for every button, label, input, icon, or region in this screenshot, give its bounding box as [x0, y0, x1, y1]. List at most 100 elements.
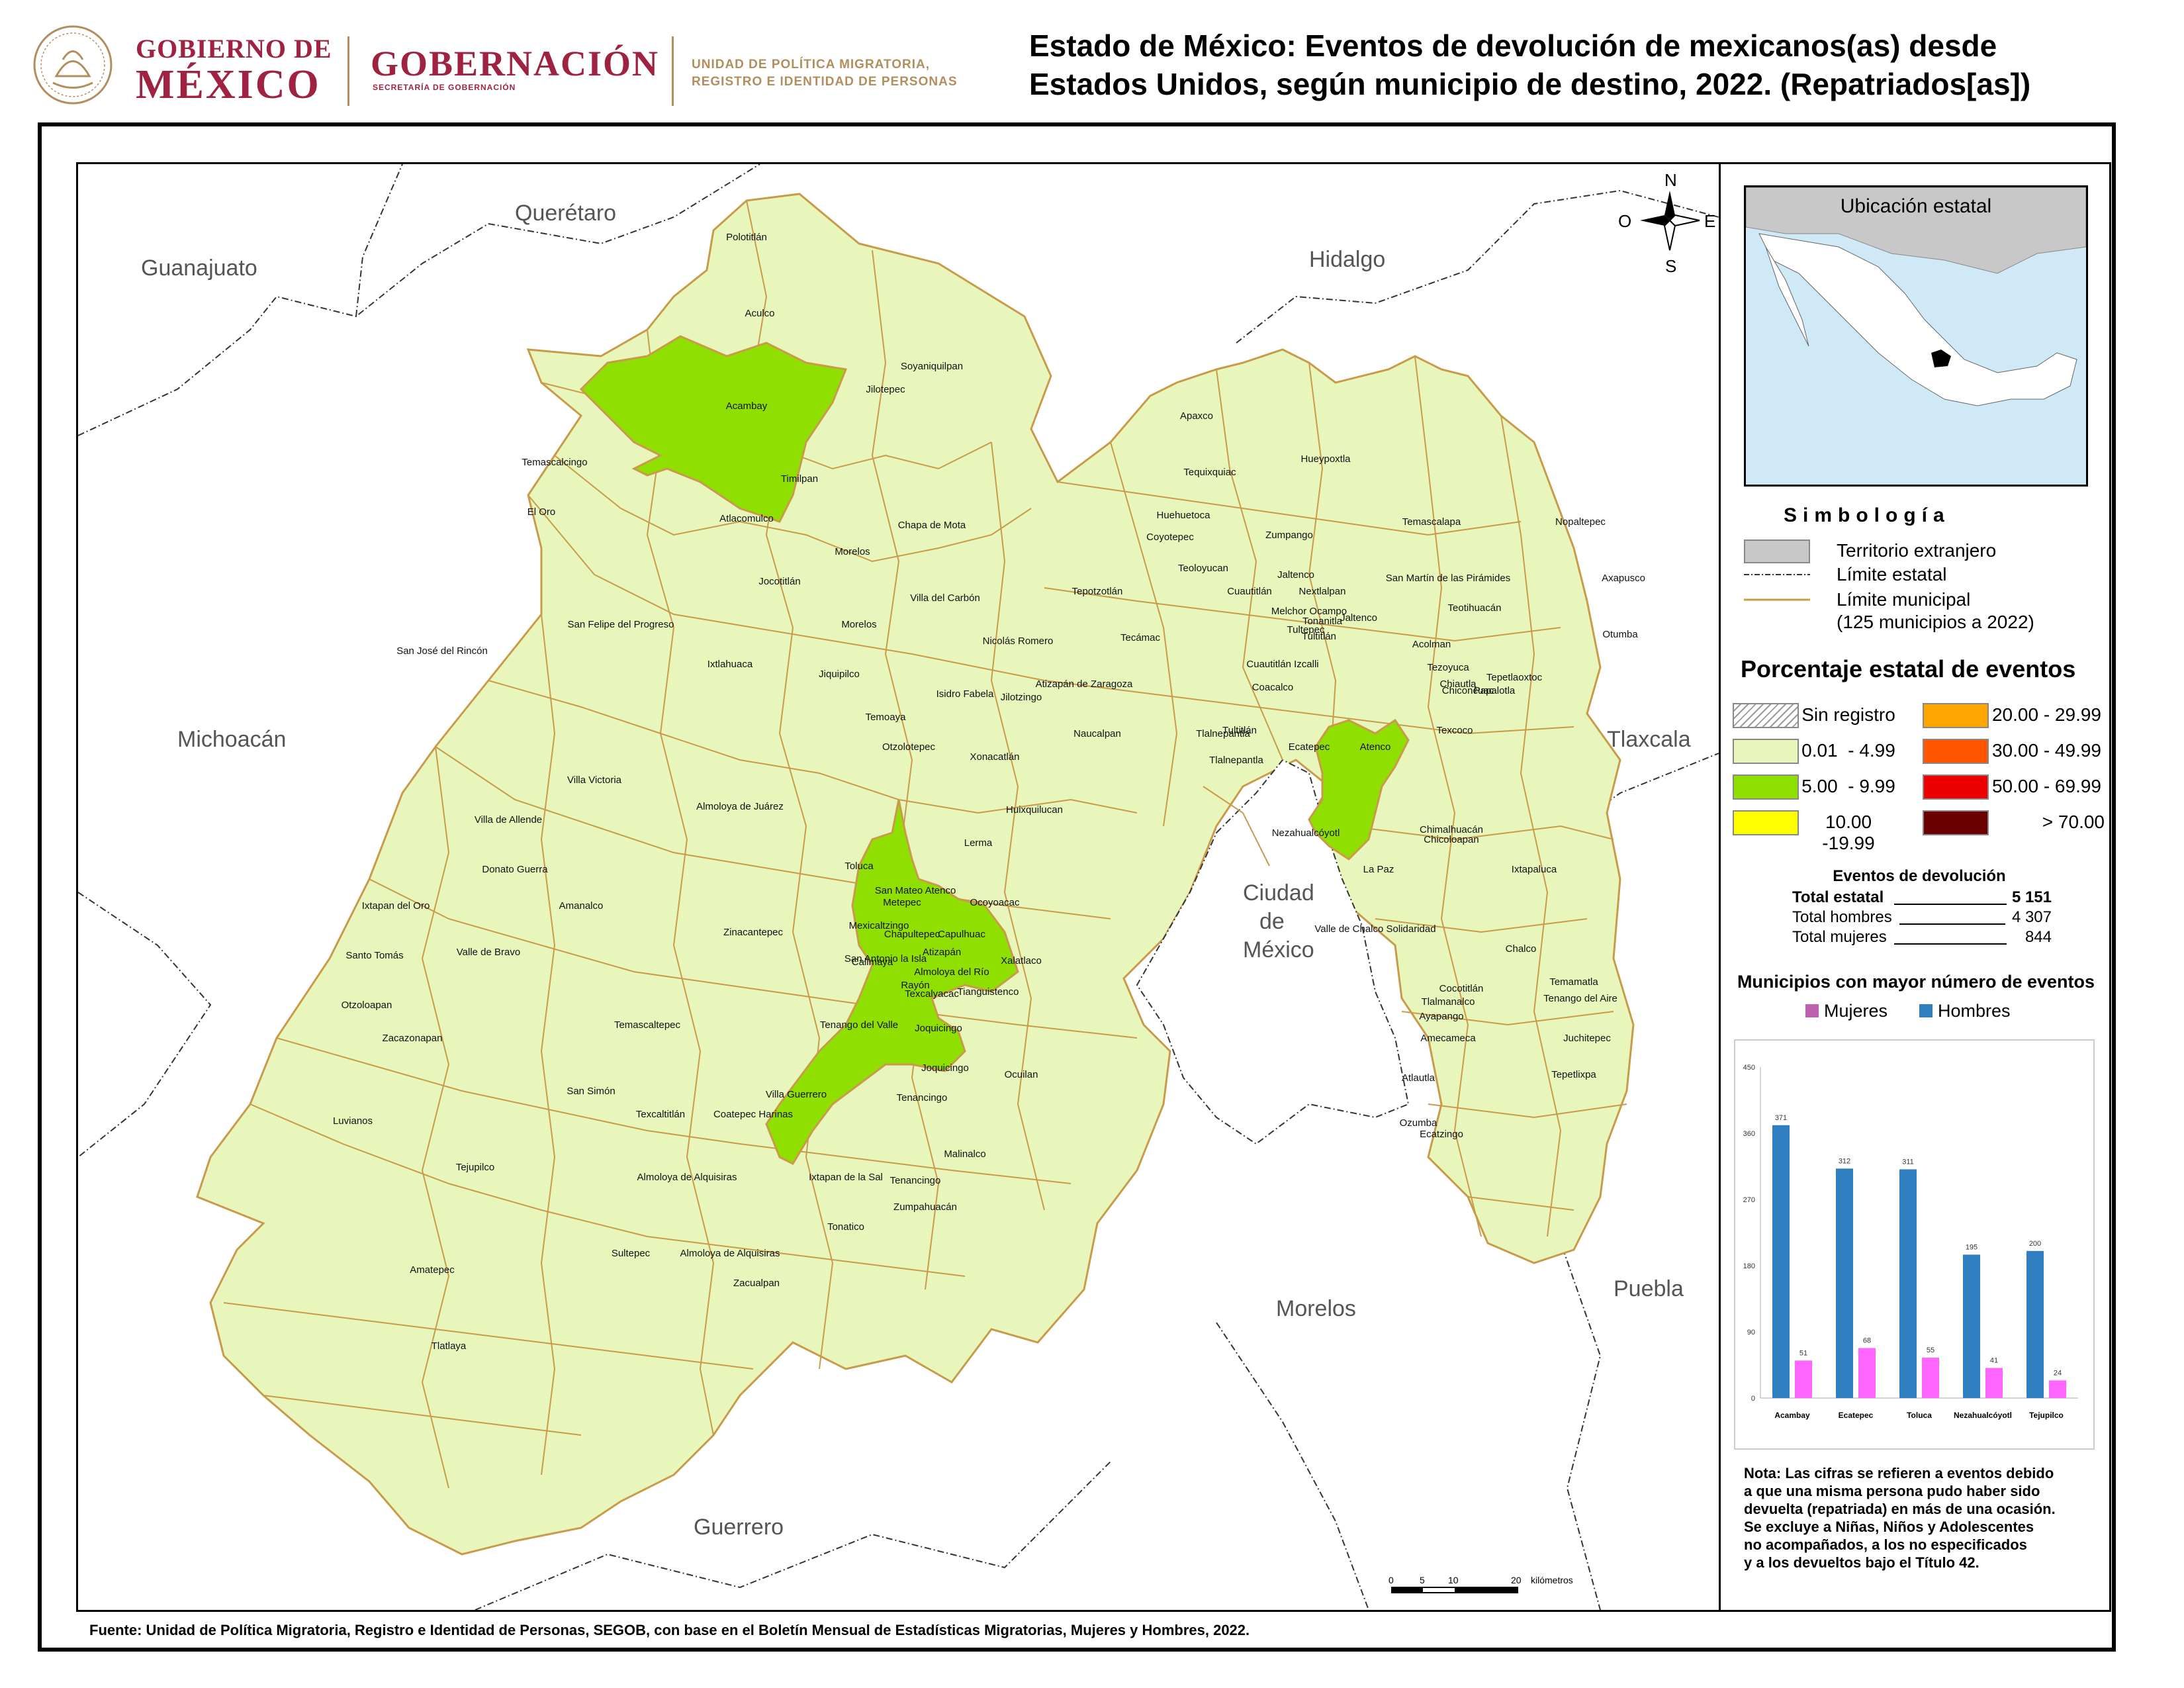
bar-mujeres	[1795, 1360, 1812, 1398]
municipality-label: Morelos	[841, 619, 876, 630]
municipality-label: La Paz	[1363, 864, 1394, 875]
municipality-label: Nezahualcóyotl	[1272, 827, 1340, 839]
municipality-label: Tenancingo	[890, 1175, 941, 1186]
state-map[interactable]: Querétaro Guanajuato Hidalgo Michoacán T…	[77, 164, 1719, 1611]
bar-hombres	[1963, 1254, 1980, 1398]
header-logos: GOBIERNO DE MÉXICO GOBERNACIÓN SECRETARÍ…	[26, 13, 1019, 113]
municipality-label: Polotitlán	[726, 232, 767, 243]
compass-e: E	[1704, 211, 1715, 231]
total-estatal-value: 5 151	[2011, 888, 2052, 906]
municipality-label: Coatepec Harinas	[713, 1109, 793, 1120]
note-text: Nota: Las cifras se refieren a eventos d…	[1744, 1464, 2101, 1571]
municipality-label: Rayón	[901, 980, 929, 991]
top-municipalities-title: Municipios con mayor número de eventos	[1737, 972, 2095, 992]
x-tick-label: Toluca	[1907, 1411, 1932, 1420]
total-hombres-label: Total hombres	[1792, 908, 1892, 926]
map-panel[interactable]: Querétaro Guanajuato Hidalgo Michoacán T…	[76, 162, 1721, 1612]
municipality-label: Villa del Carbón	[910, 592, 980, 604]
municipality-label: Amecameca	[1420, 1033, 1476, 1044]
legend-municipal-boundary-label: Límite municipal	[1837, 589, 1971, 610]
gobierno-line1: GOBIERNO DE	[136, 34, 332, 64]
municipality-label: Xonacatlán	[970, 751, 1019, 763]
label-michoacan: Michoacán	[177, 727, 286, 752]
municipality-label: Melchor Ocampo	[1271, 606, 1347, 617]
compass-o: O	[1618, 211, 1631, 231]
gobernacion-logo-text: GOBERNACIÓN	[371, 44, 660, 83]
label-morelos: Morelos	[1276, 1296, 1356, 1321]
municipality-label: Ecatepec	[1289, 741, 1330, 753]
municipality-label: Villa Guerrero	[766, 1089, 827, 1100]
header-divider	[347, 36, 349, 106]
municipality-label: Valle de Bravo	[457, 947, 520, 958]
municipality-label: Jiquipilco	[819, 669, 860, 680]
location-inset-map: Ubicación estatal	[1744, 185, 2088, 487]
municipality-label: Zumpango	[1265, 530, 1313, 541]
municipality-label: Acambay	[726, 400, 768, 412]
municipality-label: Axapusco	[1602, 573, 1645, 584]
hombres-legend-swatch	[1919, 1004, 1933, 1017]
range-label-5: 5.00 - 9.99	[1801, 776, 1895, 796]
municipality-label: Chimalhuacán	[1420, 824, 1483, 835]
municipality-label: Jaltenco	[1340, 612, 1377, 624]
municipality-label: Temascalcingo	[522, 457, 587, 468]
total-leader-line	[1899, 923, 2005, 925]
municipality-label: Texcoco	[1436, 725, 1473, 736]
bar-value-label: 200	[2029, 1240, 2041, 1248]
municipality-label: Cocotitlán	[1439, 983, 1484, 994]
bar-hombres	[1836, 1168, 1853, 1398]
label-guanajuato: Guanajuato	[141, 256, 257, 281]
range-swatch-30	[1923, 739, 1989, 764]
municipality-label: Villa de Allende	[475, 814, 542, 825]
note-line: a que una misma persona pudo haber sido	[1744, 1483, 2040, 1499]
municipality-label: Otzoloapan	[341, 1000, 392, 1011]
municipality-label: Almoloya de Alquisiras	[637, 1172, 737, 1183]
municipality-label: Nopaltepec	[1555, 516, 1606, 528]
ecatepec-area	[1308, 718, 1410, 861]
inset-title: Ubicación estatal	[1840, 195, 1992, 217]
range-swatch-20	[1923, 703, 1989, 728]
y-tick-label: 180	[1743, 1262, 1755, 1270]
range-swatch-10	[1733, 810, 1799, 835]
hombres-legend-label: Hombres	[1938, 1001, 2011, 1021]
municipality-label: Ocoyoacac	[970, 897, 1020, 908]
municipality-label: Zumpahuacán	[893, 1201, 957, 1213]
municipality-label: Temascaltepec	[614, 1019, 681, 1031]
bar-mujeres	[1858, 1348, 1876, 1398]
legend-foreign-label: Territorio extranjero	[1837, 540, 1997, 561]
y-tick-label: 360	[1743, 1130, 1755, 1138]
note-line: no acompañados, a los no especificados	[1744, 1536, 2027, 1553]
scale-label-20: 20	[1511, 1575, 1522, 1585]
gobierno-logo-text: GOBIERNO DE MÉXICO	[136, 33, 332, 105]
y-tick-label: 90	[1747, 1329, 1755, 1336]
municipality-label: Otzolotepec	[882, 741, 936, 753]
bar-chart: 0 90 180 270 360 450 371 51 Acambay 312 68 Ecatepec…	[1743, 1064, 2078, 1420]
municipality-label: Tonatico	[827, 1221, 864, 1233]
municipality-label: Coacalco	[1252, 682, 1294, 693]
total-mujeres-value: 844	[2025, 928, 2052, 946]
coat-of-arms-icon	[33, 25, 113, 105]
municipality-label: Joquicingo	[921, 1062, 969, 1074]
label-guerrero: Guerrero	[694, 1515, 784, 1540]
bar-value-label: 68	[1863, 1336, 1871, 1344]
map-frame	[38, 122, 2116, 1652]
municipality-label: Naucalpan	[1073, 728, 1121, 739]
municipality-label: Atizapán de Zaragoza	[1036, 679, 1133, 690]
cdmx-area	[1136, 759, 1410, 1145]
bar-mujeres	[2049, 1380, 2066, 1398]
x-tick-label: Tejupilco	[2029, 1411, 2064, 1420]
label-queretaro: Querétaro	[515, 201, 616, 226]
label-mexico: México	[1243, 937, 1314, 962]
municipality-label: Zacualpan	[733, 1278, 780, 1289]
bar-value-label: 312	[1839, 1157, 1850, 1165]
municipality-label: Tonanitla	[1302, 616, 1343, 627]
gobierno-line2: MÉXICO	[136, 62, 321, 107]
municipality-labels: Polotitlán Aculco Soyaniquilpan Jilotepec Ac…	[333, 232, 1645, 1352]
x-tick-label: Ecatepec	[1839, 1411, 1874, 1420]
total-estatal-label: Total estatal	[1792, 888, 1884, 906]
label-puebla: Puebla	[1614, 1276, 1684, 1301]
municipality-label: Tepotzotlán	[1072, 586, 1123, 597]
municipality-label: Amanalco	[559, 900, 604, 912]
municipality-label: Tenancingo	[897, 1092, 948, 1103]
municipality-label: Chapultepec	[884, 929, 940, 940]
municipality-label: Temascalapa	[1402, 516, 1461, 528]
